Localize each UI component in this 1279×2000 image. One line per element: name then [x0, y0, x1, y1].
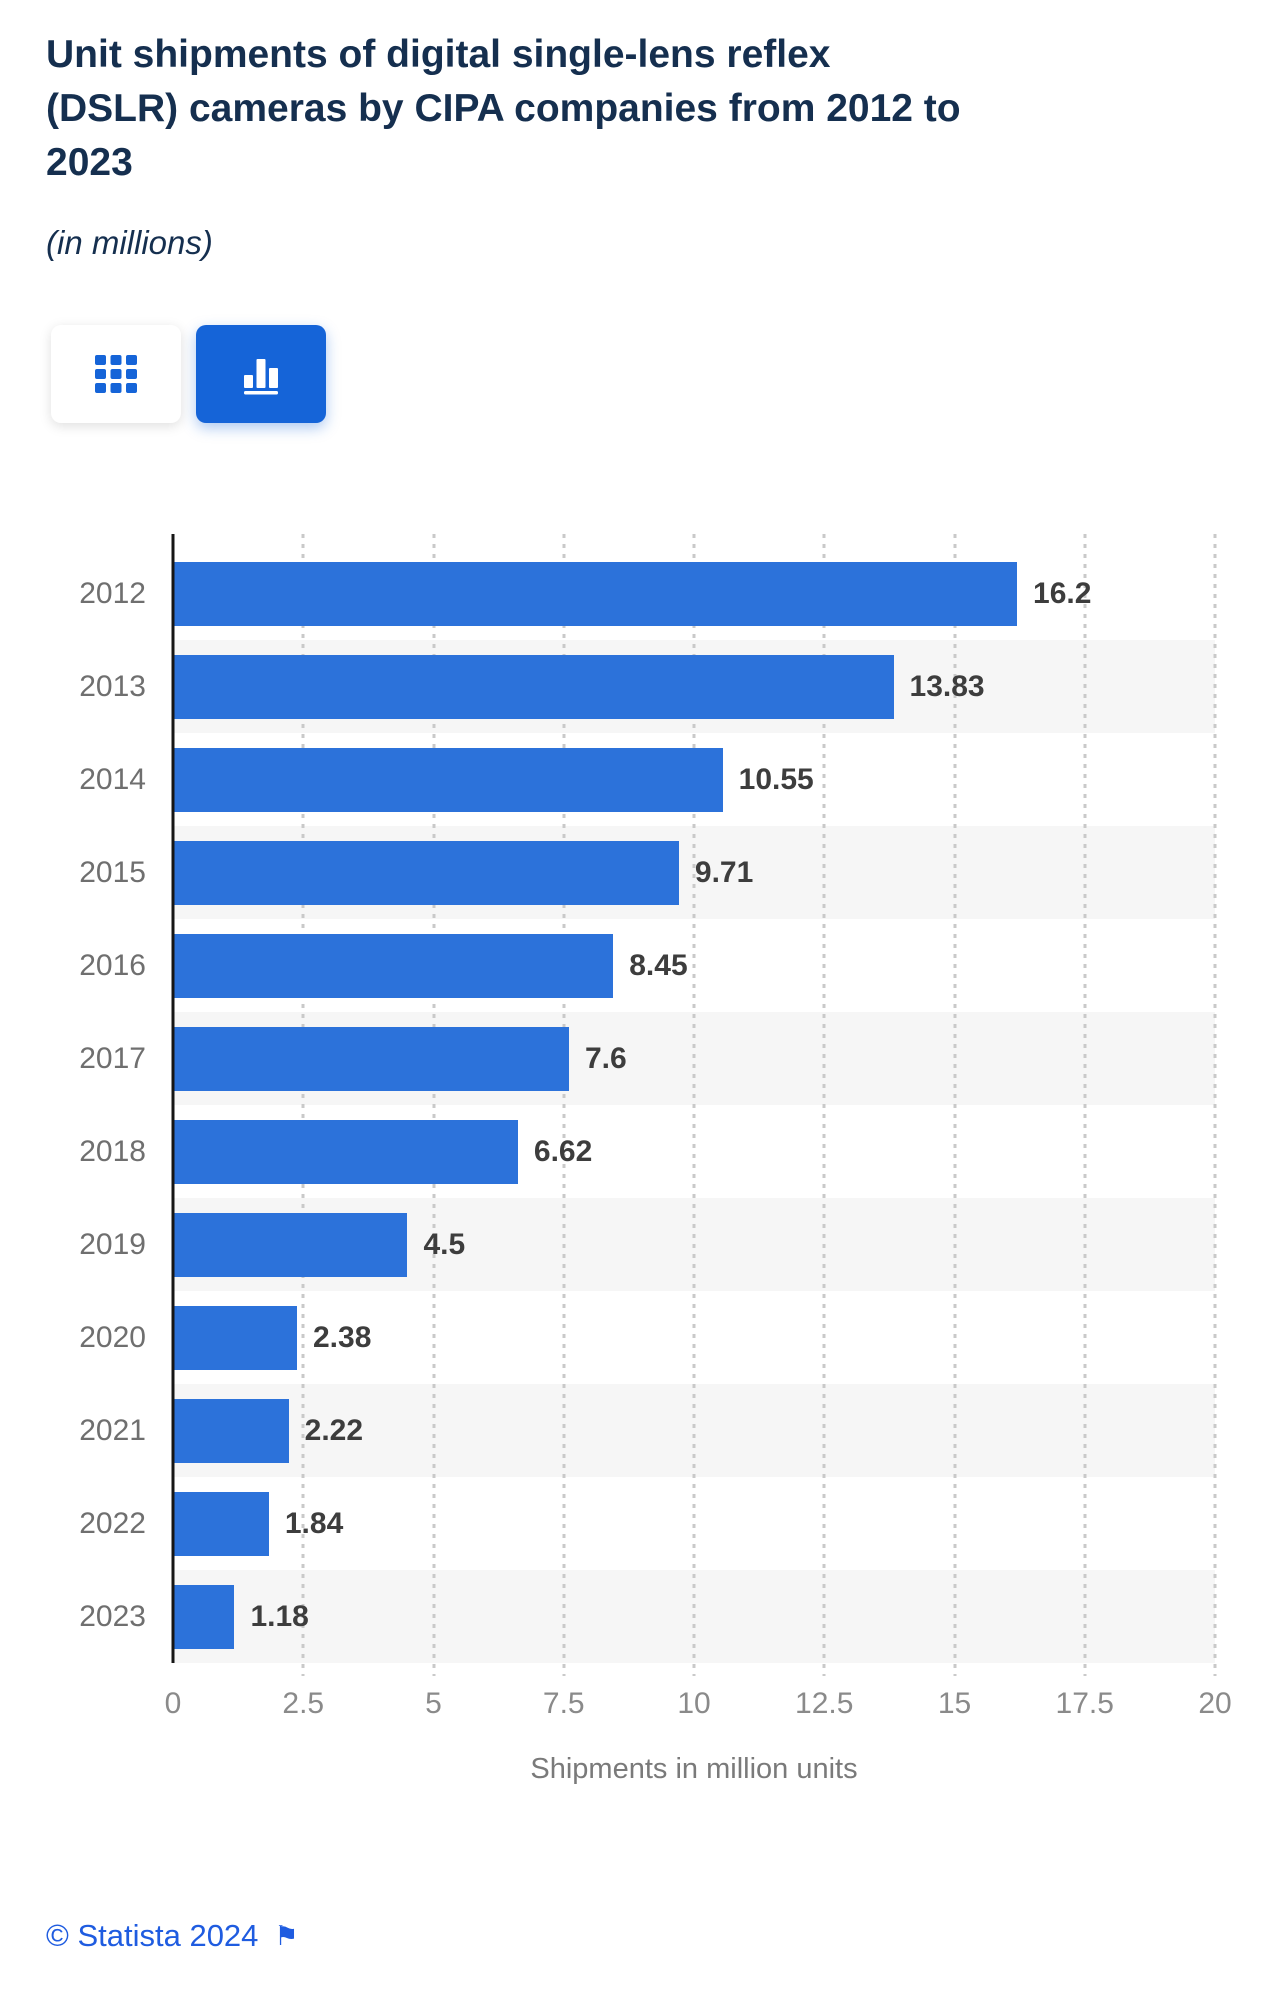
bar-2018[interactable]: 6.62 — [173, 1119, 592, 1184]
footer: © Statista 2024 ⚑ — [46, 1918, 1279, 1954]
bar-2022[interactable]: 1.84 — [173, 1491, 343, 1556]
y-axis-label: 2016 — [79, 948, 146, 982]
chart-subtitle: (in millions) — [46, 224, 213, 261]
x-tick-label: 12.5 — [795, 1687, 854, 1720]
bar-2020[interactable]: 2.38 — [173, 1305, 371, 1370]
y-axis-label: 2018 — [79, 1134, 146, 1168]
value-label: 16.2 — [1033, 576, 1092, 610]
value-label: 6.62 — [533, 1134, 593, 1168]
value-label: 1.18 — [250, 1599, 309, 1633]
value-label: 8.45 — [629, 948, 688, 982]
chart-row: 2020 2.38 — [0, 1291, 1279, 1384]
row-band: 6.62 — [173, 1105, 1215, 1198]
chart-row: 2015 9.71 — [0, 826, 1279, 919]
chart-view-button[interactable] — [196, 325, 326, 423]
row-band: 7.6 — [173, 1012, 1215, 1105]
value-label: 10.55 — [738, 762, 814, 796]
table-grid-icon — [95, 355, 137, 393]
x-tick-label: 17.5 — [1055, 1687, 1114, 1720]
chart-row: 2012 16.2 — [0, 547, 1279, 640]
bar-2014[interactable]: 10.55 — [173, 747, 814, 812]
y-axis-line — [171, 534, 175, 1663]
x-tick-label: 10 — [677, 1687, 711, 1720]
chart-row: 2013 13.83 — [0, 640, 1279, 733]
value-label: 2.22 — [304, 1413, 364, 1447]
bar-2019[interactable]: 4.5 — [173, 1212, 465, 1277]
row-band: 1.84 — [173, 1477, 1215, 1570]
y-axis-label: 2015 — [79, 855, 146, 889]
bar-2023[interactable]: 1.18 — [173, 1584, 309, 1649]
bar-2013[interactable]: 13.83 — [173, 654, 985, 719]
chart-row: 2019 4.5 — [0, 1198, 1279, 1291]
y-axis-label: 2022 — [79, 1506, 146, 1540]
row-band: 10.55 — [173, 733, 1215, 826]
value-label: 9.71 — [694, 855, 754, 889]
x-tick-label: 0 — [164, 1687, 182, 1720]
bar-2017[interactable]: 7.6 — [173, 1026, 627, 1091]
flag-icon[interactable]: ⚑ — [274, 1920, 299, 1952]
row-band: 2.22 — [173, 1384, 1215, 1477]
chart-row: 2014 10.55 — [0, 733, 1279, 826]
row-band: 16.2 — [173, 547, 1215, 640]
y-axis-label: 2012 — [79, 576, 146, 610]
x-tick-label: 5 — [425, 1687, 442, 1720]
y-axis-label: 2017 — [79, 1041, 146, 1075]
view-toggle — [51, 325, 1279, 423]
x-tick-label: 7.5 — [542, 1687, 585, 1720]
chart-title: Unit shipments of digital single-lens re… — [46, 28, 1233, 190]
title-line-3: 2023 — [46, 141, 133, 184]
x-axis-ticks: 0 2.5 5 7.5 10 12.5 15 17.5 20 — [165, 1685, 1232, 1723]
y-axis-label: 2019 — [79, 1227, 146, 1261]
chart-plot-area: 2012 16.2 2013 13.83 2014 10.55 2015 9.71 2016 8.… — [0, 534, 1279, 1676]
chart-row: 2017 7.6 — [0, 1012, 1279, 1105]
y-axis-label: 2020 — [79, 1320, 146, 1354]
value-label: 7.6 — [584, 1041, 627, 1075]
value-label: 13.83 — [909, 669, 985, 703]
row-band: 4.5 — [173, 1198, 1215, 1291]
y-axis-label: 2014 — [79, 762, 146, 796]
x-tick-label: 15 — [937, 1687, 972, 1720]
row-band: 9.71 — [173, 826, 1215, 919]
row-band: 1.18 — [173, 1570, 1215, 1663]
row-band: 2.38 — [173, 1291, 1215, 1384]
row-band: 8.45 — [173, 919, 1215, 1012]
title-line-2: (DSLR) cameras by CIPA companies from 20… — [46, 87, 961, 130]
x-axis-title: Shipments in million units — [530, 1753, 858, 1785]
bar-chart-icon — [244, 359, 278, 395]
y-axis-label: 2013 — [79, 669, 146, 703]
chart-row: 2021 2.22 — [0, 1384, 1279, 1477]
statista-copyright-link[interactable]: © Statista 2024 — [46, 1918, 259, 1953]
bar-2015[interactable]: 9.71 — [173, 840, 753, 905]
row-band: 13.83 — [173, 640, 1215, 733]
value-label: 1.84 — [284, 1506, 344, 1540]
bar-2016[interactable]: 8.45 — [173, 933, 688, 998]
chart-rows: 2012 16.2 2013 13.83 2014 10.55 2015 9.71 2016 8.… — [0, 547, 1279, 1663]
bar-2012[interactable]: 16.2 — [173, 561, 1091, 626]
x-tick-label: 20 — [1198, 1687, 1232, 1720]
title-line-1: Unit shipments of digital single-lens re… — [46, 33, 831, 76]
chart-row: 2016 8.45 — [0, 919, 1279, 1012]
x-tick-label: 2.5 — [282, 1687, 325, 1720]
chart-row: 2022 1.84 — [0, 1477, 1279, 1570]
y-axis-label: 2021 — [79, 1413, 146, 1447]
value-label: 2.38 — [312, 1320, 372, 1354]
chart-row: 2023 1.18 — [0, 1570, 1279, 1663]
bar-2021[interactable]: 2.22 — [173, 1398, 363, 1463]
value-label: 4.5 — [423, 1227, 466, 1261]
table-view-button[interactable] — [51, 325, 181, 423]
y-axis-label: 2023 — [79, 1599, 146, 1633]
chart-row: 2018 6.62 — [0, 1105, 1279, 1198]
